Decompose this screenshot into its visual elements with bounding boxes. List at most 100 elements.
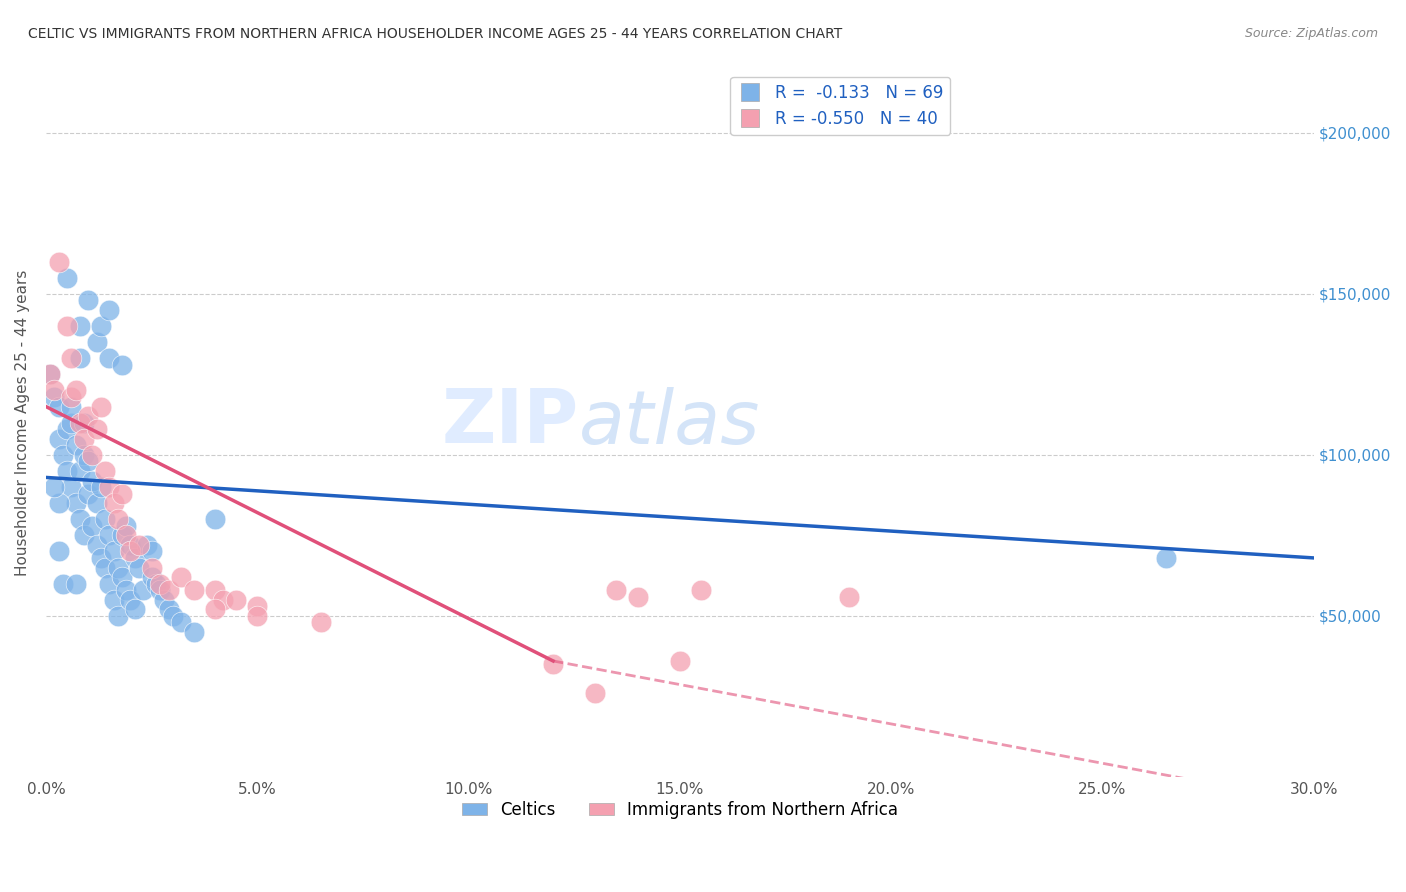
Point xyxy=(583,686,606,700)
Point xyxy=(149,576,172,591)
Point xyxy=(86,496,108,510)
Point xyxy=(111,528,134,542)
Point xyxy=(128,538,150,552)
Point xyxy=(60,400,83,414)
Point xyxy=(157,583,180,598)
Point xyxy=(103,496,125,510)
Point xyxy=(90,400,112,414)
Point xyxy=(90,480,112,494)
Point xyxy=(204,602,226,616)
Point xyxy=(145,576,167,591)
Point xyxy=(60,416,83,430)
Point xyxy=(128,560,150,574)
Point xyxy=(44,480,66,494)
Point xyxy=(115,528,138,542)
Point xyxy=(77,486,100,500)
Point xyxy=(120,538,142,552)
Point xyxy=(44,390,66,404)
Point xyxy=(48,400,70,414)
Point xyxy=(541,657,564,672)
Point xyxy=(225,592,247,607)
Text: ZIP: ZIP xyxy=(441,386,578,459)
Point xyxy=(115,518,138,533)
Point xyxy=(90,550,112,565)
Point xyxy=(86,538,108,552)
Point xyxy=(86,335,108,350)
Point xyxy=(56,422,79,436)
Point xyxy=(212,592,235,607)
Point xyxy=(60,351,83,366)
Point xyxy=(246,608,269,623)
Point xyxy=(39,368,62,382)
Point xyxy=(157,602,180,616)
Point xyxy=(69,416,91,430)
Point xyxy=(605,583,627,598)
Point xyxy=(124,550,146,565)
Point xyxy=(120,544,142,558)
Point xyxy=(65,496,87,510)
Point xyxy=(690,583,713,598)
Point xyxy=(56,319,79,334)
Point xyxy=(141,544,163,558)
Point xyxy=(60,390,83,404)
Point xyxy=(162,608,184,623)
Point xyxy=(65,438,87,452)
Point xyxy=(98,351,121,366)
Point xyxy=(132,583,155,598)
Point xyxy=(73,528,96,542)
Point xyxy=(73,432,96,446)
Point xyxy=(48,254,70,268)
Point xyxy=(94,464,117,478)
Point xyxy=(65,576,87,591)
Legend: Celtics, Immigrants from Northern Africa: Celtics, Immigrants from Northern Africa xyxy=(456,794,904,825)
Point xyxy=(170,615,193,630)
Point xyxy=(153,592,176,607)
Point xyxy=(52,448,75,462)
Point xyxy=(107,608,129,623)
Point xyxy=(56,270,79,285)
Text: atlas: atlas xyxy=(578,387,759,458)
Point xyxy=(90,319,112,334)
Point xyxy=(77,293,100,308)
Point xyxy=(103,544,125,558)
Point xyxy=(86,422,108,436)
Point xyxy=(69,351,91,366)
Point xyxy=(77,409,100,424)
Point xyxy=(107,560,129,574)
Point xyxy=(48,496,70,510)
Point xyxy=(52,576,75,591)
Point xyxy=(98,303,121,318)
Point xyxy=(73,448,96,462)
Point xyxy=(39,368,62,382)
Point xyxy=(77,454,100,468)
Point xyxy=(136,538,159,552)
Point xyxy=(170,570,193,584)
Point xyxy=(204,512,226,526)
Point xyxy=(82,448,104,462)
Point xyxy=(69,319,91,334)
Point xyxy=(141,560,163,574)
Point xyxy=(44,384,66,398)
Point xyxy=(98,528,121,542)
Point xyxy=(246,599,269,614)
Point xyxy=(94,560,117,574)
Point xyxy=(120,592,142,607)
Point xyxy=(65,384,87,398)
Point xyxy=(69,512,91,526)
Point xyxy=(124,602,146,616)
Point xyxy=(111,570,134,584)
Point xyxy=(183,624,205,639)
Point xyxy=(48,432,70,446)
Point xyxy=(82,518,104,533)
Point xyxy=(183,583,205,598)
Point xyxy=(141,570,163,584)
Point xyxy=(69,464,91,478)
Point xyxy=(103,592,125,607)
Point xyxy=(669,654,692,668)
Point xyxy=(82,474,104,488)
Point xyxy=(1154,550,1177,565)
Point xyxy=(204,583,226,598)
Point xyxy=(626,590,648,604)
Point xyxy=(73,416,96,430)
Y-axis label: Householder Income Ages 25 - 44 years: Householder Income Ages 25 - 44 years xyxy=(15,269,30,576)
